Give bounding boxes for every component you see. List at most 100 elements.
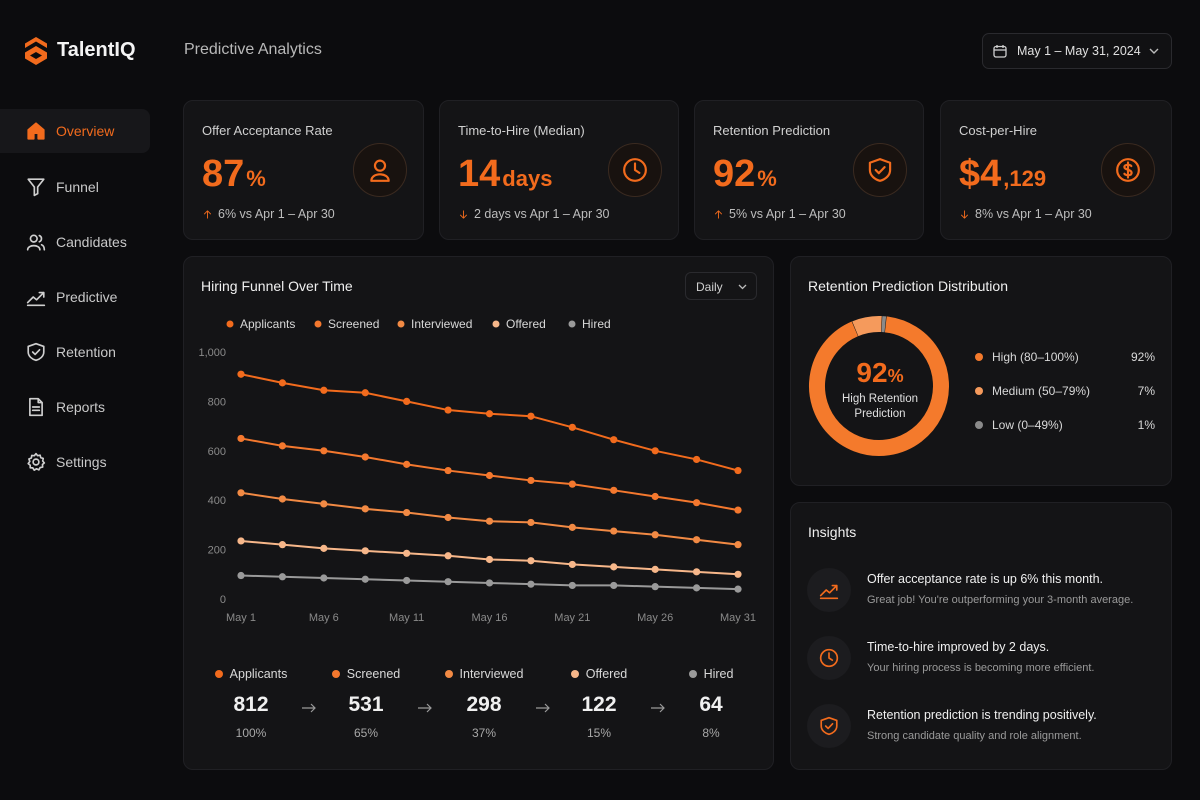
nav-item[interactable]: Candidates <box>0 220 150 264</box>
stage-dot <box>214 670 223 678</box>
summary-stage: Screened <box>311 667 421 681</box>
stage-count: 64 <box>699 693 723 716</box>
stage-count: 812 <box>233 693 269 716</box>
kpi-value: 92% <box>713 153 777 196</box>
icon <box>459 209 468 219</box>
summary-arrows <box>302 703 665 713</box>
nav-item[interactable]: Retention <box>0 330 150 374</box>
legend-label: Low (0–49%) <box>992 418 1063 432</box>
legend-dot <box>975 387 983 395</box>
icon <box>27 178 45 197</box>
stage-share: 15% <box>586 726 612 740</box>
stage-dot <box>444 670 453 678</box>
kpi-card: Time-to-Hire (Median) 14days 2 days vs Apr… <box>439 100 679 240</box>
stage-label: Offered <box>585 667 628 681</box>
stage-dot <box>570 670 579 678</box>
stage-label: Interviewed <box>459 667 524 681</box>
stage-count: 531 <box>348 693 384 716</box>
period-select[interactable]: Daily <box>685 272 757 300</box>
kpi-number: $4 <box>959 153 1002 195</box>
insight-icon <box>807 636 851 680</box>
kpi-change-text: 6% vs Apr 1 – Apr 30 <box>218 207 335 221</box>
insight-icon <box>807 704 851 748</box>
kpi-unit: % <box>757 166 777 191</box>
kpi-change: 6% vs Apr 1 – Apr 30 <box>202 207 335 221</box>
kpi-label: Cost-per-Hire <box>959 123 1038 138</box>
summary-column: Hired 64 8% <box>656 667 766 740</box>
donut-center: 92% High Retention Prediction <box>830 357 930 422</box>
nav-item[interactable]: Reports <box>0 385 150 429</box>
nav-item[interactable]: Funnel <box>0 165 150 209</box>
kpi-label: Time-to-Hire (Median) <box>458 123 585 138</box>
kpi-icon <box>353 143 407 197</box>
summary-stage: Hired <box>656 667 766 681</box>
icon <box>203 209 212 219</box>
kpi-icon <box>853 143 907 197</box>
stage-share: 100% <box>235 726 267 740</box>
icon <box>819 648 839 668</box>
nav-label: Reports <box>56 399 106 415</box>
icon <box>26 291 46 307</box>
stage-label: Applicants <box>229 667 288 681</box>
icon <box>1116 158 1140 182</box>
insight-text: Strong candidate quality and role alignm… <box>867 730 1082 742</box>
panel-title: Hiring Funnel Over Time <box>201 278 353 294</box>
summary-stage: Interviewed <box>429 667 539 681</box>
kpi-unit: days <box>502 166 553 191</box>
icon <box>26 234 46 251</box>
center-value: 92 <box>856 357 888 388</box>
nav-item[interactable]: Overview <box>0 109 150 153</box>
kpi-value: 87% <box>202 153 266 196</box>
kpi-unit: ,129 <box>1003 166 1047 191</box>
kpi-card: Retention Prediction 92% 5% vs Apr 1 – Apr… <box>694 100 924 240</box>
stage-count: 298 <box>466 693 502 716</box>
stage-share: 65% <box>353 726 379 740</box>
kpi-label: Offer Acceptance Rate <box>202 123 333 138</box>
insight-text: Your hiring process is becoming more eff… <box>867 662 1095 674</box>
kpi-card: Cost-per-Hire $4,129 8% vs Apr 1 – Apr 30 <box>940 100 1172 240</box>
period-label: Daily <box>696 280 723 294</box>
kpi-change: 2 days vs Apr 1 – Apr 30 <box>458 207 610 221</box>
legend-label: High (80–100%) <box>992 350 1079 364</box>
icon <box>27 122 45 140</box>
brand: TalentIQ <box>57 39 136 61</box>
calendar-icon <box>993 45 1007 58</box>
kpi-number: 92 <box>713 153 756 195</box>
date-picker[interactable]: May 1 – May 31, 2024 <box>982 33 1172 69</box>
icon <box>27 342 45 362</box>
insights-panel: Insights Offer acceptance rate is up 6% … <box>790 502 1172 770</box>
legend-dot <box>975 353 983 361</box>
legend-value: 92% <box>1130 350 1155 364</box>
nav-item[interactable]: Predictive <box>0 275 150 319</box>
kpi-change-text: 2 days vs Apr 1 – Apr 30 <box>474 207 610 221</box>
kpi-value: $4,129 <box>959 153 1046 196</box>
insight-title: Retention prediction is trending positiv… <box>867 708 1097 722</box>
summary-column: Interviewed 298 37% <box>429 667 539 740</box>
stage-count: 122 <box>581 693 617 716</box>
kpi-icon <box>1101 143 1155 197</box>
kpi-card: Offer Acceptance Rate 87% 6% vs Apr 1 – Ap… <box>183 100 424 240</box>
summary-column: Applicants 812 100% <box>196 667 306 740</box>
kpi-change-text: 5% vs Apr 1 – Apr 30 <box>729 207 846 221</box>
nav-label: Overview <box>56 123 115 139</box>
center-label: High Retention Prediction <box>841 393 919 420</box>
stage-share: 37% <box>471 726 497 740</box>
summary-stage: Offered <box>544 667 654 681</box>
stage-share: 8% <box>702 726 720 740</box>
chevron <box>1149 48 1159 54</box>
kpi-number: 14 <box>458 153 501 195</box>
stage-label: Hired <box>703 667 734 681</box>
insight-text: Great job! You're outperforming your 3-m… <box>867 594 1134 606</box>
kpi-change-text: 8% vs Apr 1 – Apr 30 <box>975 207 1092 221</box>
icon <box>819 584 839 600</box>
summary-column: Offered 122 15% <box>544 667 654 740</box>
nav-label: Predictive <box>56 289 118 305</box>
kpi-icon <box>608 143 662 197</box>
funnel-panel: Hiring Funnel Over Time Daily Applicants… <box>183 256 774 770</box>
insight-icon <box>807 568 851 612</box>
logo <box>24 36 48 71</box>
nav-item[interactable]: Settings <box>0 440 150 484</box>
icon <box>27 452 46 471</box>
